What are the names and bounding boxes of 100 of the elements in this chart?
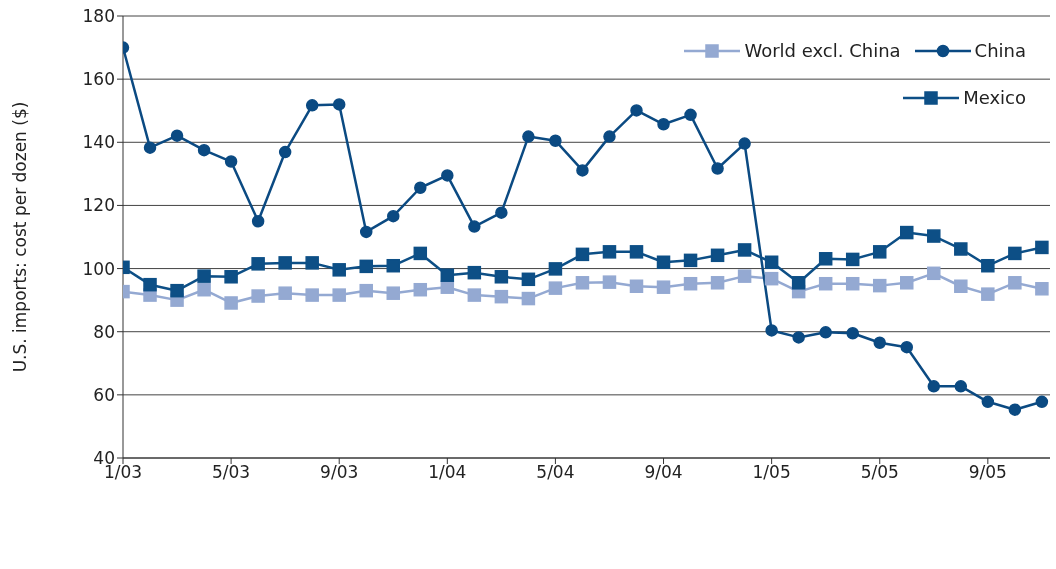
y-tick-label: 140 bbox=[82, 132, 115, 153]
point bbox=[818, 252, 833, 266]
point bbox=[792, 331, 805, 344]
point bbox=[143, 277, 157, 292]
x-tick-label: 5/03 bbox=[212, 462, 251, 483]
point bbox=[278, 256, 292, 270]
point bbox=[603, 130, 616, 143]
point bbox=[576, 164, 589, 177]
point bbox=[305, 256, 319, 270]
point bbox=[1008, 246, 1022, 261]
point bbox=[170, 283, 184, 298]
point bbox=[359, 283, 373, 298]
point bbox=[170, 129, 184, 142]
legend-label: Mexico bbox=[963, 87, 1026, 108]
point bbox=[900, 340, 914, 354]
point bbox=[872, 245, 887, 259]
point bbox=[629, 245, 644, 259]
point bbox=[630, 104, 643, 117]
point bbox=[359, 225, 373, 239]
point bbox=[575, 247, 590, 262]
y-tick-label: 60 bbox=[93, 384, 115, 405]
point bbox=[386, 286, 401, 300]
point bbox=[224, 155, 238, 168]
point bbox=[1008, 403, 1022, 416]
point bbox=[575, 276, 590, 290]
point bbox=[548, 281, 563, 295]
point bbox=[683, 276, 698, 291]
legend-label: World excl. China bbox=[744, 40, 901, 61]
point bbox=[1035, 240, 1049, 255]
point bbox=[737, 269, 752, 283]
point bbox=[1035, 282, 1049, 296]
y-tick-label: 180 bbox=[82, 6, 115, 27]
point bbox=[602, 275, 617, 289]
point bbox=[224, 296, 238, 310]
x-tick-label: 9/05 bbox=[968, 462, 1007, 483]
point bbox=[954, 279, 968, 293]
point bbox=[711, 162, 724, 175]
point bbox=[738, 137, 751, 150]
point bbox=[764, 271, 779, 286]
point bbox=[954, 380, 968, 393]
point bbox=[332, 263, 346, 277]
point bbox=[927, 266, 941, 281]
point bbox=[522, 130, 535, 143]
point bbox=[1035, 395, 1049, 409]
point bbox=[386, 258, 401, 273]
point bbox=[305, 99, 319, 112]
point bbox=[873, 336, 886, 350]
point bbox=[954, 242, 968, 256]
point bbox=[710, 248, 725, 263]
y-axis-title: U.S. imports: cost per dozen ($) bbox=[10, 101, 31, 373]
y-tick-label: 100 bbox=[82, 258, 115, 279]
point bbox=[224, 270, 238, 284]
point bbox=[819, 326, 832, 339]
point bbox=[467, 288, 482, 302]
point bbox=[683, 253, 698, 268]
point bbox=[251, 289, 265, 303]
point bbox=[549, 134, 562, 147]
point bbox=[521, 291, 536, 306]
point bbox=[684, 108, 697, 122]
point bbox=[927, 380, 941, 393]
point bbox=[413, 282, 428, 297]
point bbox=[548, 262, 563, 276]
point bbox=[495, 206, 508, 219]
point bbox=[602, 245, 617, 259]
point bbox=[197, 143, 211, 157]
point bbox=[197, 282, 211, 297]
y-tick-label: 80 bbox=[93, 321, 115, 342]
point bbox=[657, 118, 670, 131]
point bbox=[494, 270, 509, 284]
y-tick-label: 160 bbox=[82, 69, 115, 90]
x-tick-label: 5/05 bbox=[860, 462, 899, 483]
point bbox=[981, 395, 995, 409]
point bbox=[1008, 276, 1022, 290]
point bbox=[791, 276, 806, 290]
point bbox=[765, 324, 778, 337]
point bbox=[872, 278, 887, 293]
point bbox=[278, 145, 292, 159]
point bbox=[359, 259, 373, 274]
point bbox=[629, 279, 644, 293]
point bbox=[251, 214, 265, 228]
point bbox=[981, 287, 995, 301]
x-tick-label: 1/05 bbox=[752, 462, 791, 483]
point bbox=[764, 255, 779, 270]
point bbox=[251, 257, 265, 271]
point bbox=[332, 288, 346, 302]
point bbox=[441, 169, 454, 182]
point bbox=[521, 272, 536, 287]
point bbox=[494, 289, 509, 304]
point bbox=[332, 98, 346, 111]
x-tick-label: 9/04 bbox=[644, 462, 683, 483]
y-tick-label: 120 bbox=[82, 195, 115, 216]
point bbox=[413, 246, 428, 261]
point bbox=[900, 225, 914, 240]
point bbox=[468, 220, 481, 233]
point bbox=[197, 269, 211, 283]
point bbox=[467, 265, 482, 280]
point bbox=[278, 286, 292, 300]
point bbox=[845, 276, 860, 291]
x-tick-label: 1/04 bbox=[428, 462, 467, 483]
point bbox=[656, 280, 671, 294]
